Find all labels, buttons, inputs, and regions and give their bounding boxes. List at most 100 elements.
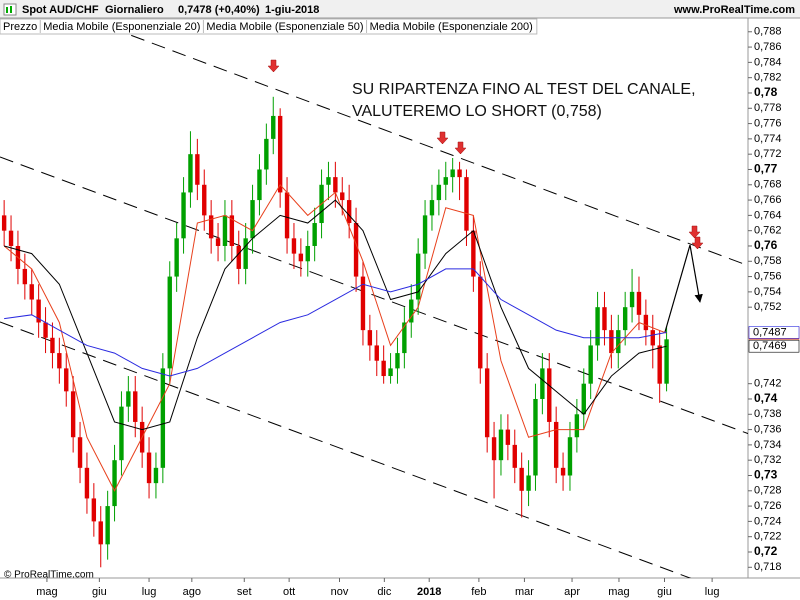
- value-label-box: [748, 339, 800, 353]
- y-tick-label: 0,766: [754, 194, 782, 206]
- candle-body: [643, 314, 649, 331]
- chart-title: Spot AUD/CHF: [22, 4, 99, 16]
- candle-body: [498, 429, 504, 461]
- y-tick-label: 0,742: [754, 378, 782, 390]
- candle-body: [360, 276, 366, 331]
- x-tick-label: dic: [377, 586, 392, 598]
- candle-body: [112, 460, 117, 507]
- y-tick-label: 0,754: [754, 286, 782, 298]
- forecast-arrow: [664, 244, 703, 333]
- candle-body: [415, 253, 421, 300]
- candle-body: [664, 339, 669, 384]
- candle-body: [464, 177, 469, 231]
- signal-arrows: [267, 59, 704, 250]
- x-tick-label: lug: [142, 586, 157, 598]
- y-tick-label: 0,758: [754, 255, 782, 267]
- candle-body: [395, 353, 400, 369]
- candle-body: [202, 184, 207, 216]
- channel-line: [0, 321, 692, 578]
- y-tick-label: 0,728: [754, 485, 782, 497]
- legend-box: [0, 18, 538, 35]
- y-tick-label: 0,722: [754, 531, 782, 543]
- y-tick-label: 0,768: [754, 179, 782, 191]
- candle-body: [595, 307, 600, 346]
- date: 1-giu-2018: [265, 4, 319, 16]
- candle-body: [312, 223, 317, 246]
- signal-arrow: [267, 59, 280, 73]
- y-tick-label: 0,76: [754, 238, 778, 252]
- legend-entry: Media Mobile (Esponenziale 20): [43, 21, 200, 33]
- candle-body: [367, 330, 373, 346]
- candle-body: [450, 169, 455, 178]
- candle-body: [484, 368, 490, 438]
- candle-body: [98, 521, 103, 545]
- candle-body: [381, 360, 386, 377]
- candle-body: [526, 475, 531, 491]
- candle-body: [229, 215, 235, 246]
- candle-body: [409, 299, 414, 323]
- signal-arrow: [691, 236, 704, 250]
- candle-body: [126, 391, 131, 407]
- candle-body: [119, 406, 124, 461]
- y-tick-label: 0,77: [754, 162, 778, 176]
- x-tick-label: giu: [657, 586, 672, 598]
- candle-body: [581, 383, 586, 415]
- candle-body: [512, 444, 517, 468]
- value-label: 0,7469: [748, 339, 800, 353]
- candle-body: [636, 291, 642, 315]
- candle-body: [567, 437, 573, 476]
- y-tick-label: 0,736: [754, 423, 782, 435]
- candle-body: [257, 169, 262, 201]
- candle-body: [133, 391, 138, 422]
- y-tick-label: 0,78: [754, 85, 778, 99]
- candle-body: [491, 437, 497, 461]
- candle-body: [471, 230, 476, 277]
- moving-average: [4, 199, 667, 431]
- candle-body: [478, 276, 483, 369]
- candle-body: [174, 238, 179, 277]
- last-price: 0,7478 (+0,40%): [178, 4, 260, 16]
- candle-body: [8, 230, 14, 246]
- x-tick-label: nov: [331, 586, 349, 598]
- legend: Prezzo Media Mobile (Esponenziale 20) Medi…: [0, 18, 538, 35]
- candle-body: [105, 506, 110, 545]
- candle-body: [540, 368, 545, 399]
- x-tick-label: 2018: [417, 586, 441, 598]
- signal-arrow: [454, 141, 467, 155]
- candle-body: [333, 177, 338, 193]
- candle-body: [43, 322, 48, 338]
- value-label-text: 0,7487: [753, 326, 787, 338]
- period: Giornaliero: [105, 4, 164, 16]
- annotation: VALUTEREMO LO SHORT (0,758): [352, 103, 602, 120]
- candle-body: [91, 498, 97, 522]
- y-tick-label: 0,784: [754, 56, 782, 68]
- candle-body: [167, 276, 172, 369]
- candle-body: [57, 353, 62, 369]
- candle-body: [146, 452, 152, 484]
- candle-body: [622, 307, 628, 331]
- candle-body: [284, 192, 290, 239]
- candle-body: [609, 330, 614, 354]
- candle-body: [436, 184, 442, 201]
- candle-body: [457, 169, 462, 178]
- candle-body: [215, 238, 221, 246]
- candle-body: [70, 391, 76, 438]
- candle-body: [264, 138, 269, 170]
- candle-body: [181, 192, 186, 239]
- candle-body: [277, 115, 283, 193]
- candle-body: [29, 284, 34, 300]
- value-label: 0,7487: [748, 326, 800, 339]
- y-tick-label: 0,772: [754, 148, 782, 160]
- candle-body: [650, 330, 655, 346]
- plot-area: [0, 19, 748, 578]
- x-tick-label: set: [237, 586, 252, 598]
- candle-body: [602, 307, 607, 331]
- candle-body: [64, 368, 69, 392]
- y-tick-label: 0,73: [754, 468, 778, 482]
- candle-body: [560, 467, 566, 476]
- y-tick-label: 0,782: [754, 72, 782, 84]
- candle-body: [429, 200, 435, 216]
- candle-body: [340, 192, 345, 201]
- site: www.ProRealTime.com: [673, 4, 795, 16]
- y-tick-label: 0,724: [754, 515, 782, 527]
